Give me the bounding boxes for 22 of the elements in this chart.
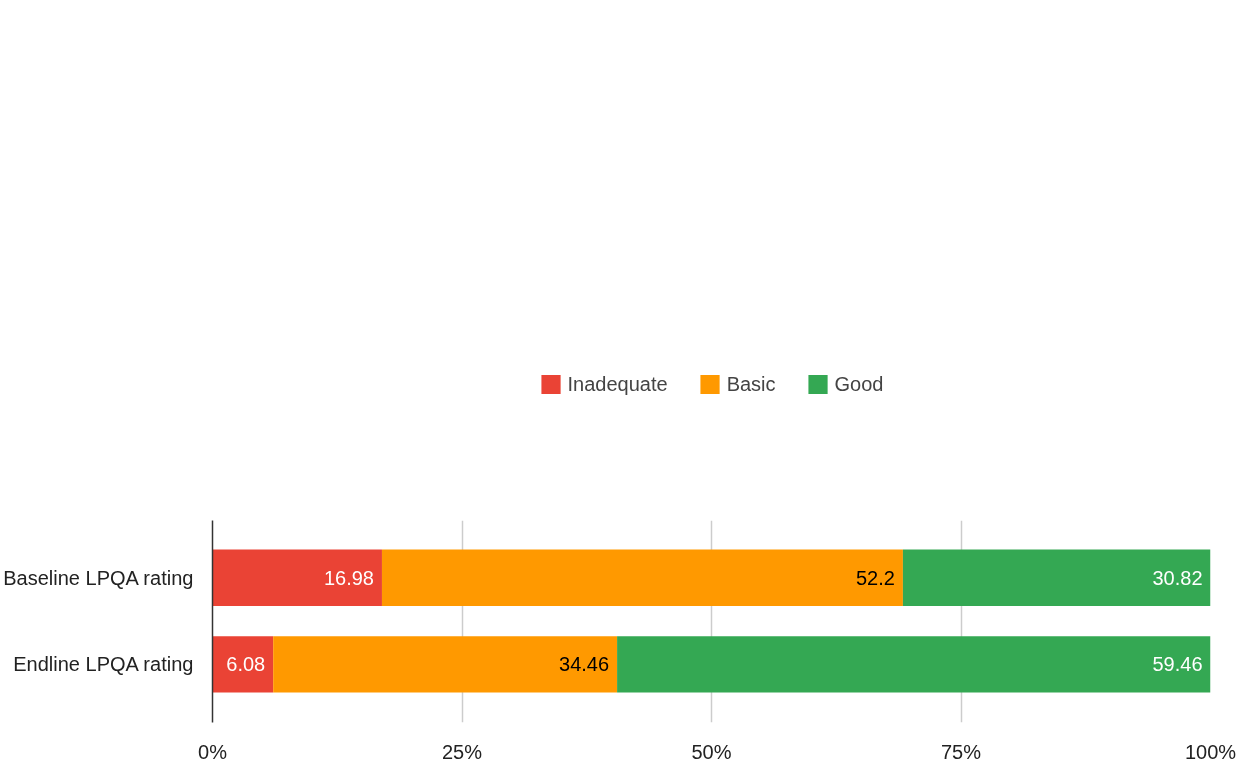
x-tick-label: 100% — [1184, 740, 1237, 763]
y-tick-label: Endline LPQA rating — [13, 653, 194, 676]
bar — [212, 549, 382, 606]
data-label: 30.82 — [1152, 566, 1203, 589]
data-label: 59.46 — [1152, 653, 1203, 676]
x-tick-label: 75% — [940, 740, 982, 763]
x-tick-label: 0% — [198, 740, 228, 763]
x-tick-label: 25% — [441, 740, 483, 763]
data-label: 34.46 — [559, 653, 610, 676]
legend-label: Basic — [726, 372, 776, 396]
legend-label: Inadequate — [567, 372, 668, 396]
bar — [212, 636, 274, 693]
bar — [902, 549, 1211, 606]
bar — [381, 549, 903, 606]
legend-label: Good — [834, 372, 884, 396]
data-label: 6.08 — [226, 653, 266, 676]
bar — [273, 636, 618, 693]
y-tick-label: Baseline LPQA rating — [3, 566, 194, 589]
x-tick-label: 50% — [691, 740, 732, 763]
bar — [617, 636, 1211, 693]
data-label: 16.98 — [323, 566, 374, 589]
data-label: 52.2 — [855, 566, 895, 589]
